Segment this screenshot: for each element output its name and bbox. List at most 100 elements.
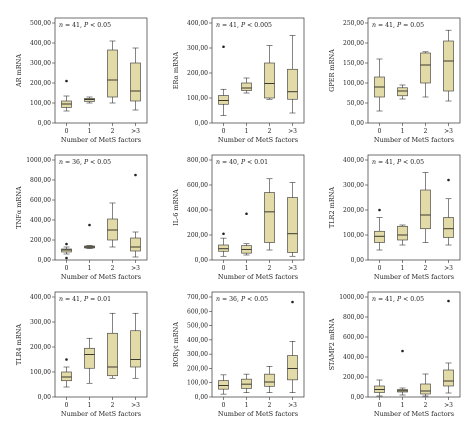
x-tick-label: >3: [288, 402, 297, 409]
outlier-point: [447, 178, 450, 182]
x-axis-label: Number of MetS factors: [218, 410, 298, 418]
box-plot-2: [420, 373, 431, 397]
x-tick-label: >3: [444, 402, 453, 409]
x-tick-label: >3: [444, 128, 453, 135]
iqr-box: [218, 380, 229, 390]
y-tick-label: 300,00: [343, 182, 364, 189]
x-tick-label: >3: [444, 265, 453, 272]
outlier-point: [88, 223, 91, 227]
stat-annotation: n = 41, P < 0.05: [372, 296, 424, 303]
box-plot->3: [287, 300, 298, 394]
x-tick-label: 1: [88, 402, 92, 409]
y-tick-label: 400,00: [187, 337, 208, 344]
outlier-point: [222, 45, 225, 49]
iqr-box: [443, 369, 454, 387]
stat-annotation: n = 41, P < 0.005: [216, 22, 272, 29]
y-tick-label: 200,00: [343, 374, 364, 381]
y-tick-label: 0,00: [38, 257, 52, 264]
outlier-point: [65, 242, 68, 246]
plot-frame: [367, 17, 461, 124]
y-tick-label: 200,00: [343, 40, 364, 47]
plot-frame: [54, 291, 148, 398]
x-axis-label: Number of MetS factors: [374, 136, 454, 144]
x-tick-label: 2: [268, 402, 272, 409]
outlier-point: [65, 79, 68, 83]
chart-panel-3: 0,00 200,00 400,00 600,00 800,00 1000,00 0 1 2 >3…: [15, 154, 148, 281]
iqr-box: [61, 371, 72, 382]
x-axis-label: Number of MetS factors: [218, 136, 298, 144]
box-plot-0: [218, 232, 229, 257]
y-tick-label: 0,00: [351, 394, 365, 401]
box-plot-1: [241, 212, 252, 256]
box-plot->3: [443, 299, 454, 394]
x-tick-label: 0: [65, 265, 69, 272]
outlier-point: [447, 299, 450, 303]
y-tick-label: 400,00: [30, 294, 51, 301]
outlier-point: [222, 232, 225, 236]
plot-frame: [54, 154, 148, 261]
y-tick-label: 200,00: [30, 344, 51, 351]
y-tick-label: 300,00: [30, 319, 51, 326]
x-tick-label: 0: [378, 265, 382, 272]
y-tick-label: 150,00: [343, 60, 364, 67]
plot-frame: [211, 154, 305, 261]
y-tick-label: 250,00: [343, 20, 364, 27]
y-tick-label: 600,00: [343, 334, 364, 341]
chart-panel-5: 0,00 100,00 200,00 300,00 400,00 0 1 2 >3Number …: [328, 154, 461, 281]
x-tick-label: 1: [245, 402, 249, 409]
box-plot-2: [420, 51, 431, 98]
y-tick-label: 200,00: [30, 237, 51, 244]
box-plot-2: [264, 365, 275, 394]
y-tick-label: 100,00: [30, 100, 51, 107]
iqr-box: [443, 40, 454, 92]
x-axis-label: Number of MetS factors: [374, 273, 454, 281]
y-tick-label: 600,00: [187, 308, 208, 315]
x-axis-label: Number of MetS factors: [61, 410, 141, 418]
box-plot->3: [130, 47, 141, 111]
iqr-box: [443, 217, 454, 238]
x-tick-label: 2: [268, 265, 272, 272]
y-tick-label: 300,00: [187, 45, 208, 52]
chart-panel-2: 0,00 50,00 100,00 150,00 200,00 250,00 0 1 2 >3Nu…: [328, 17, 461, 144]
plot-frame: [211, 17, 305, 124]
x-tick-label: 2: [111, 265, 115, 272]
y-tick-label: 400,00: [30, 40, 51, 47]
y-tick-label: 100,00: [187, 95, 208, 102]
chart-panel-6: 0,00 100,00 200,00 300,00 400,00 0 1 2 >3Number …: [15, 291, 148, 418]
x-tick-label: 2: [424, 128, 428, 135]
x-tick-label: 0: [65, 402, 69, 409]
iqr-box: [287, 197, 298, 253]
box-plot-1: [84, 337, 95, 384]
x-tick-label: 0: [222, 128, 226, 135]
x-tick-label: 1: [401, 402, 405, 409]
y-tick-label: 100,00: [30, 369, 51, 376]
iqr-box: [374, 230, 385, 243]
x-axis-label: Number of MetS factors: [374, 410, 454, 418]
y-axis-label: AR mRNA: [15, 54, 23, 88]
box-plot->3: [443, 29, 454, 102]
outlier-point: [65, 358, 68, 361]
box-plot->3: [443, 178, 454, 246]
outlier-point: [134, 173, 137, 177]
chart-panel-7: 0,00 100,00 200,00 300,00 400,00 500,00 600,00…: [172, 291, 305, 418]
iqr-box: [420, 52, 431, 84]
outlier-point: [291, 300, 294, 304]
box-plot-1: [397, 224, 408, 246]
y-tick-label: 800,00: [187, 157, 208, 164]
box-plot-1: [84, 223, 95, 249]
y-tick-label: 400,00: [30, 217, 51, 224]
chart-panel-4: 0,00 200,00 400,00 600,00 800,00 0 1 2 >3Number …: [172, 154, 305, 281]
stat-annotation: n = 41, P = 0.01: [59, 296, 111, 303]
y-tick-label: 0,00: [195, 257, 209, 264]
box-plot->3: [287, 182, 298, 257]
iqr-box: [84, 98, 95, 102]
x-tick-label: 1: [245, 265, 249, 272]
x-tick-label: 2: [111, 402, 115, 409]
box-plot-0: [374, 208, 385, 251]
chart-panel-1: 0,00 100,00 200,00 300,00 400,00 0 1 2 >3Number …: [172, 17, 305, 144]
x-tick-label: >3: [131, 128, 140, 135]
box-plot->3: [130, 173, 141, 258]
box-plot-1: [241, 373, 252, 394]
stat-annotation: n = 41, P = 0.05: [372, 22, 424, 29]
